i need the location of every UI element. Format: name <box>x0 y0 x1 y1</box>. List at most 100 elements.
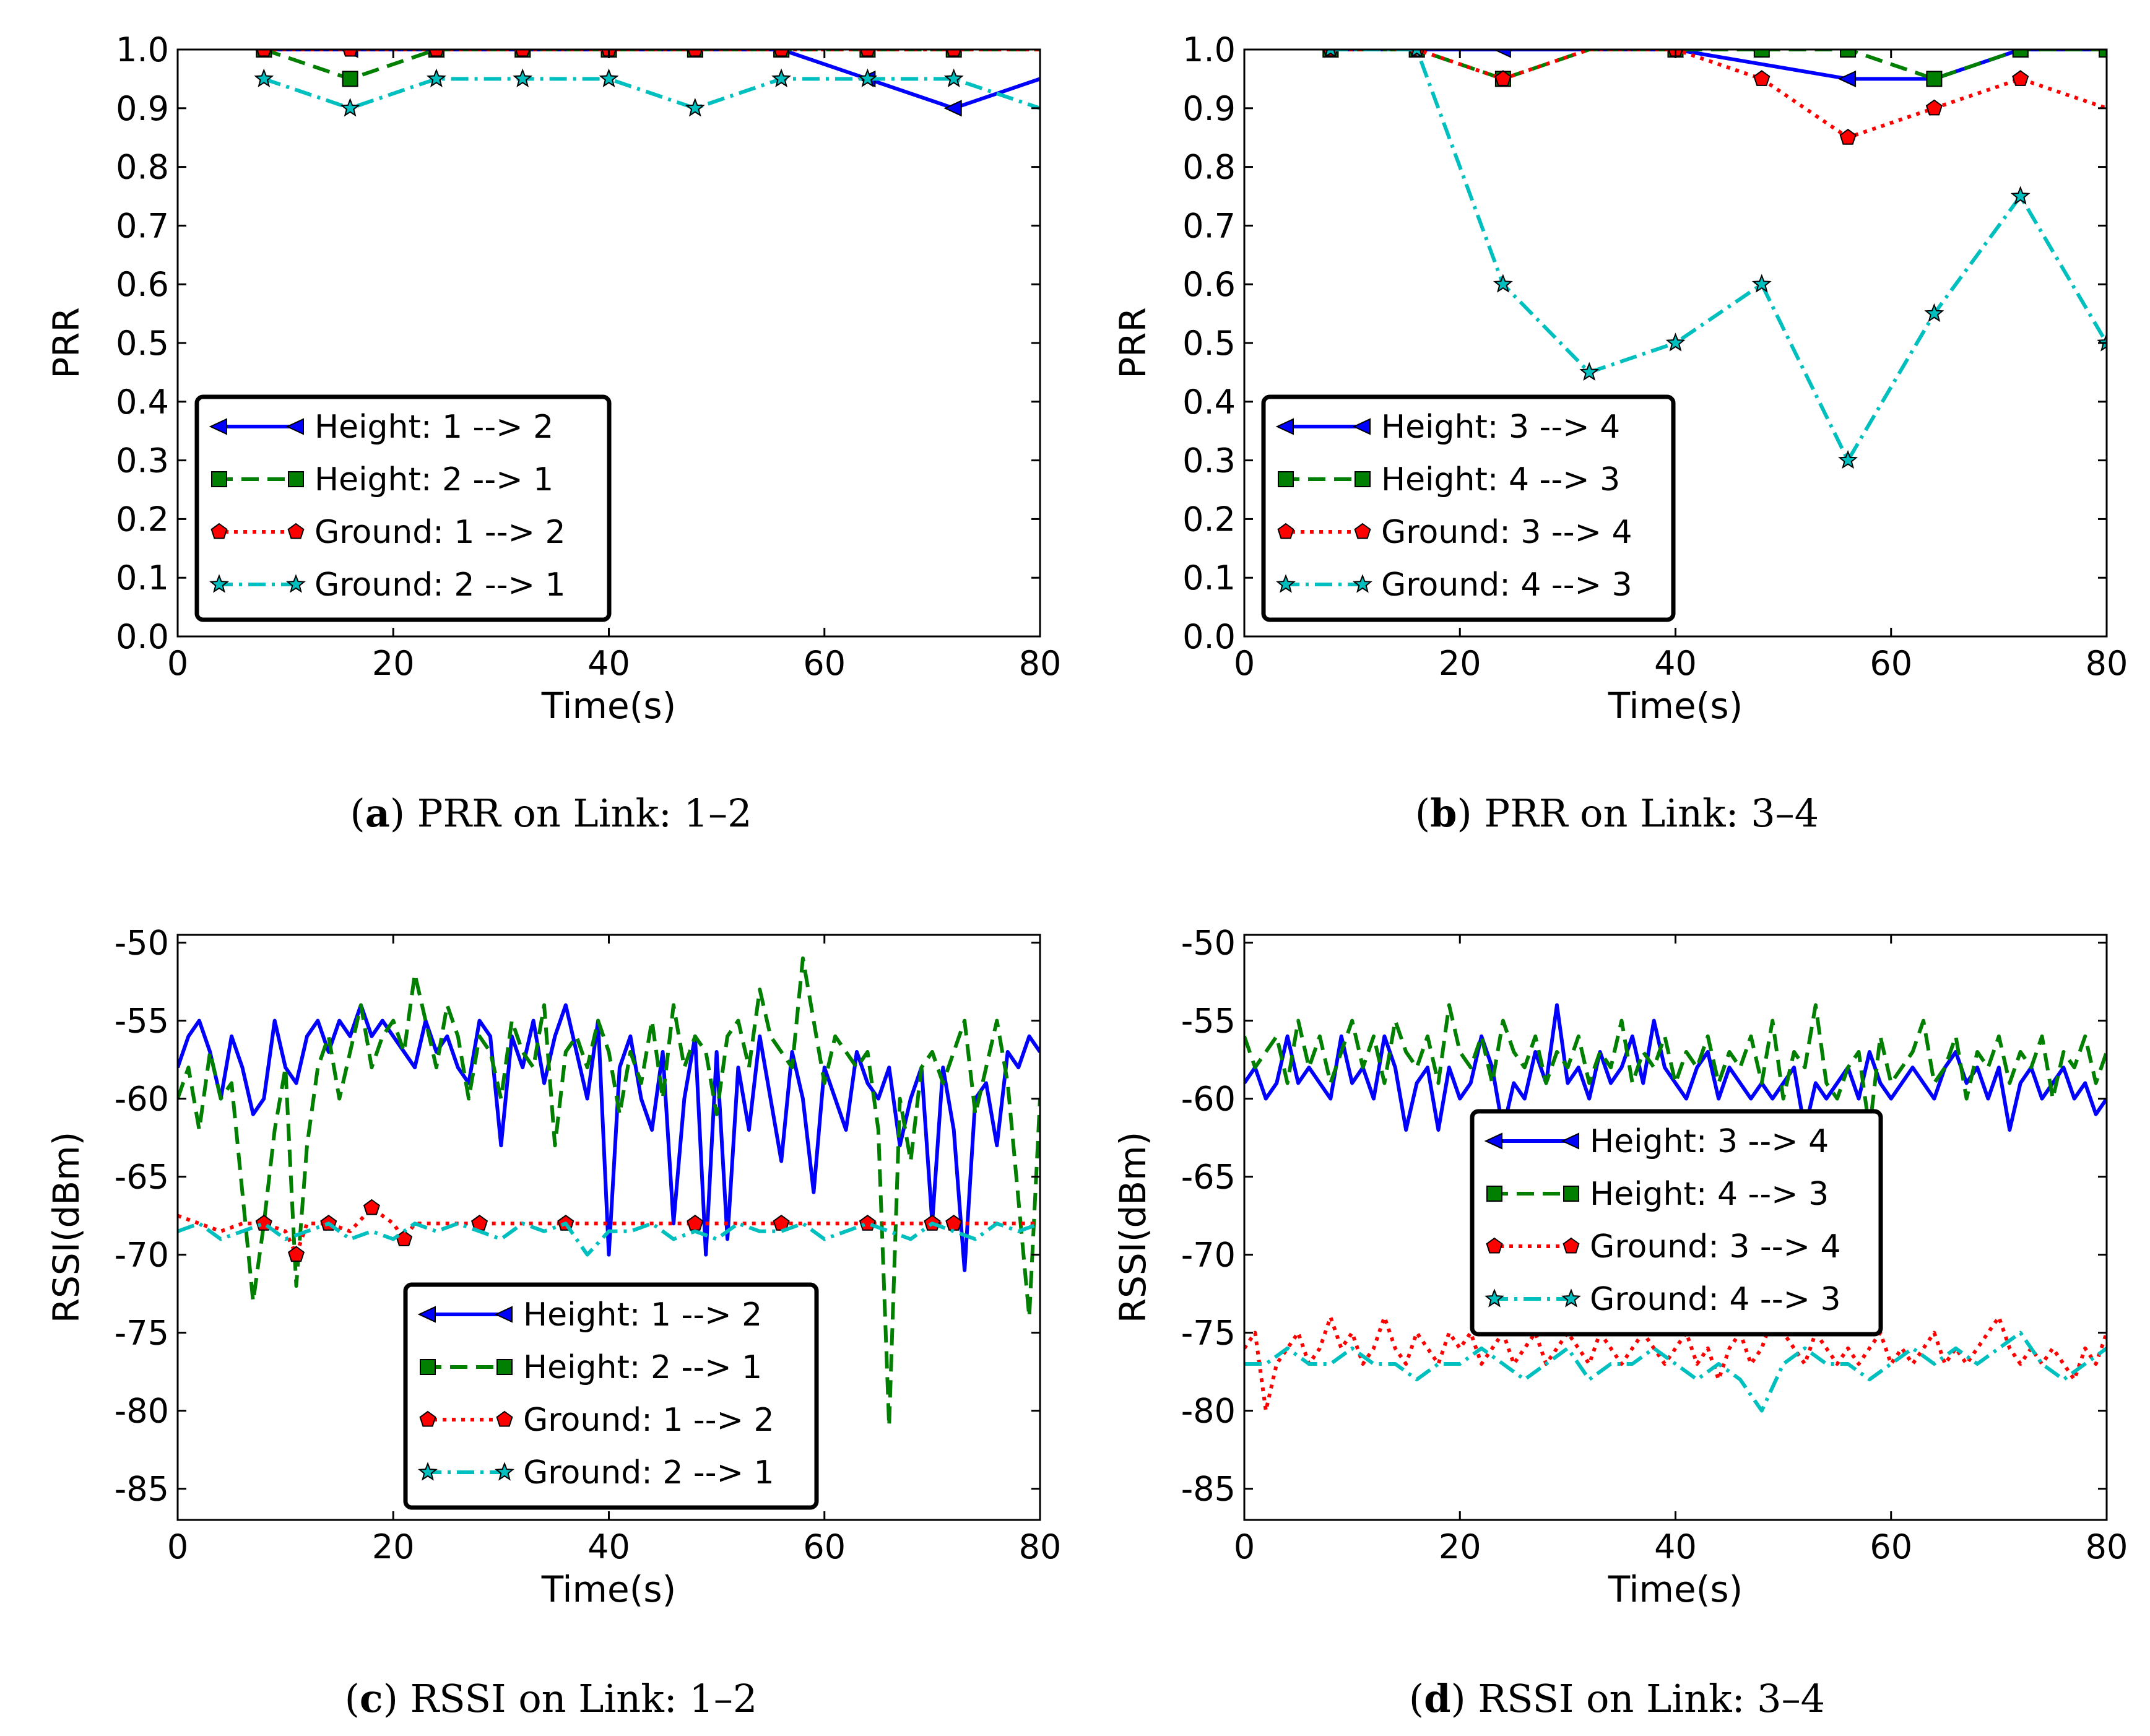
data-point <box>426 68 446 87</box>
y-tick-label: -65 <box>1181 1158 1236 1197</box>
legend-entry: Ground: 3 --> 4 <box>1381 514 1632 551</box>
y-tick-label: 0.9 <box>1182 89 1236 128</box>
data-point <box>513 68 533 87</box>
y-tick-label: 1.0 <box>116 30 169 69</box>
subplot-caption: (a) PRR on Link: 1–2 <box>350 791 752 836</box>
series-group <box>253 50 1040 117</box>
legend-entry: Height: 3 --> 4 <box>1381 409 1620 446</box>
y-tick-label: 0.4 <box>1182 383 1236 422</box>
data-point <box>1837 70 1857 87</box>
data-point <box>599 68 619 87</box>
legend-entry: Height: 3 --> 4 <box>1590 1123 1829 1160</box>
data-point <box>1838 449 1858 469</box>
data-point <box>773 50 789 57</box>
legend-marker <box>1277 523 1294 539</box>
y-tick-label: 0.1 <box>1182 558 1236 597</box>
legend-marker <box>1561 1288 1581 1308</box>
y-tick-label: 0.7 <box>1182 206 1236 245</box>
data-point <box>687 50 703 57</box>
x-tick-label: 40 <box>587 1527 630 1566</box>
y-tick-label: -60 <box>115 1080 169 1119</box>
series-line-3 <box>178 1206 1040 1257</box>
data-point <box>946 50 961 57</box>
legend-marker <box>1276 574 1296 593</box>
data-point <box>1665 332 1686 352</box>
y-tick-label: 0.1 <box>116 558 169 597</box>
legend-marker <box>288 471 304 487</box>
legend-entry: Height: 2 --> 1 <box>523 1349 762 1386</box>
legend-entry: Ground: 3 --> 4 <box>1590 1228 1841 1265</box>
series-line-4 <box>1244 1330 2107 1413</box>
x-tick-label: 40 <box>587 644 630 683</box>
y-tick-label: 0.3 <box>1182 441 1236 480</box>
data-point <box>342 50 358 57</box>
y-tick-label: 0.6 <box>1182 265 1236 304</box>
series-line-4 <box>1330 50 2107 462</box>
x-tick-label: 40 <box>1654 644 1697 683</box>
series-line-4 <box>178 1222 1040 1257</box>
legend-marker <box>1355 471 1371 487</box>
y-tick-label: 0.8 <box>1182 148 1236 187</box>
y-tick-label: -50 <box>115 924 169 963</box>
legend-marker <box>496 1410 513 1427</box>
data-point <box>1840 50 1857 58</box>
data-point <box>1839 128 1857 145</box>
legend-entry: Height: 4 --> 3 <box>1381 461 1620 498</box>
legend: Height: 1 --> 2 Height: 2 --> 1 Ground: 1 … <box>403 1282 819 1510</box>
x-tick-label: 0 <box>1234 644 1255 683</box>
legend-marker <box>209 574 229 593</box>
y-tick-label: 0.4 <box>116 383 169 422</box>
y-tick-label: 0.6 <box>116 265 169 304</box>
data-point <box>859 1214 876 1231</box>
x-tick-label: 20 <box>372 1527 415 1566</box>
y-tick-label: -65 <box>115 1158 169 1197</box>
data-point <box>340 98 360 117</box>
data-point <box>2099 50 2107 58</box>
y-tick-label: 0.8 <box>116 148 169 187</box>
subplot-caption: (d) RSSI on Link: 3–4 <box>1409 1676 1825 1721</box>
legend-marker <box>419 1410 436 1427</box>
y-tick-label: 0.7 <box>116 206 169 245</box>
y-tick-label: -80 <box>115 1392 169 1431</box>
legend-entry: Height: 4 --> 3 <box>1590 1176 1829 1213</box>
legend-marker <box>1352 418 1371 435</box>
legend-marker <box>1354 523 1371 539</box>
y-tick-label: -70 <box>115 1236 169 1275</box>
x-tick-label: 40 <box>1654 1527 1697 1566</box>
data-point <box>860 50 875 57</box>
legend-marker <box>210 523 228 539</box>
data-point <box>771 68 792 87</box>
y-tick-label: -85 <box>115 1470 169 1509</box>
x-tick-label: 80 <box>2086 1527 2128 1566</box>
legend-marker <box>285 418 304 435</box>
legend-marker <box>1485 1288 1504 1308</box>
subplot-c: 0 20 40 60 80 -50 -55 -60 -65 -70 -75 -80 -85 Time(s)… <box>45 924 1061 1721</box>
legend-marker <box>494 1306 513 1323</box>
x-tick-label: 20 <box>1439 644 1481 683</box>
data-point <box>254 68 274 87</box>
subplot-caption: (c) RSSI on Link: 1–2 <box>345 1676 758 1721</box>
series-group <box>1320 50 2107 469</box>
legend-marker <box>417 1306 436 1323</box>
y-tick-label: 1.0 <box>1182 30 1236 69</box>
y-tick-label: 0.9 <box>116 89 169 128</box>
data-point <box>428 50 444 57</box>
series-group <box>178 956 1040 1428</box>
y-tick-label: -50 <box>1181 924 1236 963</box>
data-point <box>1493 50 1511 58</box>
y-tick-label: 0.0 <box>116 617 169 656</box>
x-tick-label: 80 <box>1019 1527 1062 1566</box>
legend-marker <box>287 523 305 539</box>
data-point <box>687 1214 704 1231</box>
x-axis-label: Time(s) <box>1608 1568 1743 1610</box>
legend-marker <box>209 418 227 435</box>
series-line-2 <box>1244 1003 2107 1132</box>
x-tick-label: 60 <box>803 1527 846 1566</box>
x-axis-label: Time(s) <box>541 1568 676 1610</box>
data-point <box>1925 99 1943 116</box>
data-point <box>342 71 358 87</box>
x-axis-label: Time(s) <box>1608 685 1743 727</box>
data-point <box>1753 70 1771 86</box>
legend-marker <box>1484 1132 1502 1150</box>
series-line-2 <box>263 50 1040 81</box>
